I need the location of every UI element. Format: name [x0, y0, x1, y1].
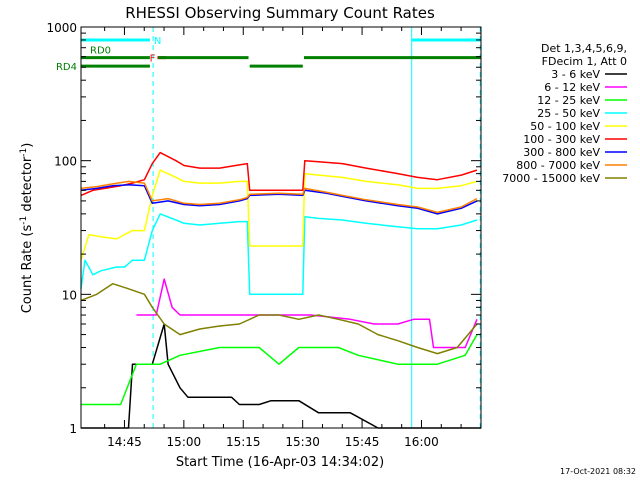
plot-area: NF RD0 RD4 [56, 27, 481, 429]
series-line-50-100-kev [80, 169, 478, 261]
legend-label-300-800-kev: 300 - 800 keV [523, 146, 600, 159]
legend-label-25-50-kev: 25 - 50 keV [537, 107, 600, 120]
plot-frame [80, 26, 482, 429]
axes: 14:45 15:00 15:15 15:30 15:45 16:00 1 10 100 1000 [46, 21, 482, 449]
x-tick-label-15-30: 15:30 [285, 435, 320, 449]
x-tick-label-15-15: 15:15 [226, 435, 261, 449]
series-line-300-800-kev [80, 184, 478, 215]
y-tick-label-1000: 1000 [46, 21, 77, 35]
y-tick-label-10: 10 [62, 288, 77, 302]
y-tick-label-1: 1 [69, 422, 77, 436]
legend-label-6-12-kev: 6 - 12 keV [544, 81, 600, 94]
y-axis-label: Count Rate (s-1 detector-1) [19, 143, 35, 314]
footer-timestamp: 17-Oct-2021 08:32 [560, 467, 636, 476]
x-tick-label-16-00: 16:00 [404, 435, 439, 449]
annotation-label-f: F [150, 54, 156, 65]
chart-title: RHESSI Observing Summary Count Rates [125, 4, 435, 22]
y-tick-label-100: 100 [54, 155, 77, 169]
x-axis-label: Start Time (16-Apr-03 14:34:02) [176, 455, 384, 470]
legend: Det 1,3,4,5,6,9, FDecim 1, Att 0 3 - 6 k… [502, 42, 627, 185]
series-line-800-7000-kev [80, 180, 478, 214]
legend-label-12-25-kev: 12 - 25 keV [537, 94, 600, 107]
x-tick-label-15-45: 15:45 [345, 435, 380, 449]
annotation-label-rd0: RD0 [90, 46, 111, 57]
legend-label-50-100-kev: 50 - 100 keV [530, 120, 600, 133]
legend-label-800-7000-kev: 800 - 7000 keV [516, 159, 600, 172]
annotation-label-rd4: RD4 [56, 62, 77, 73]
series-line-3-6-kev [81, 323, 481, 429]
series-line-12-25-kev [81, 334, 478, 406]
legend-header-line-1: Det 1,3,4,5,6,9, [541, 42, 627, 55]
annotation-label-n: N [154, 36, 161, 47]
legend-label-7000-15000-kev: 7000 - 15000 keV [502, 172, 600, 185]
series-line-6-12-kev [136, 278, 478, 349]
x-tick-label-14-45: 14:45 [107, 435, 142, 449]
legend-label-100-300-kev: 100 - 300 keV [523, 133, 600, 146]
legend-label-3-6-kev: 3 - 6 keV [551, 68, 600, 81]
series-line-7000-15000-kev [80, 282, 478, 355]
legend-header-line-2: FDecim 1, Att 0 [542, 55, 627, 68]
x-tick-label-15-00: 15:00 [167, 435, 202, 449]
series-line-25-50-kev [80, 213, 478, 296]
